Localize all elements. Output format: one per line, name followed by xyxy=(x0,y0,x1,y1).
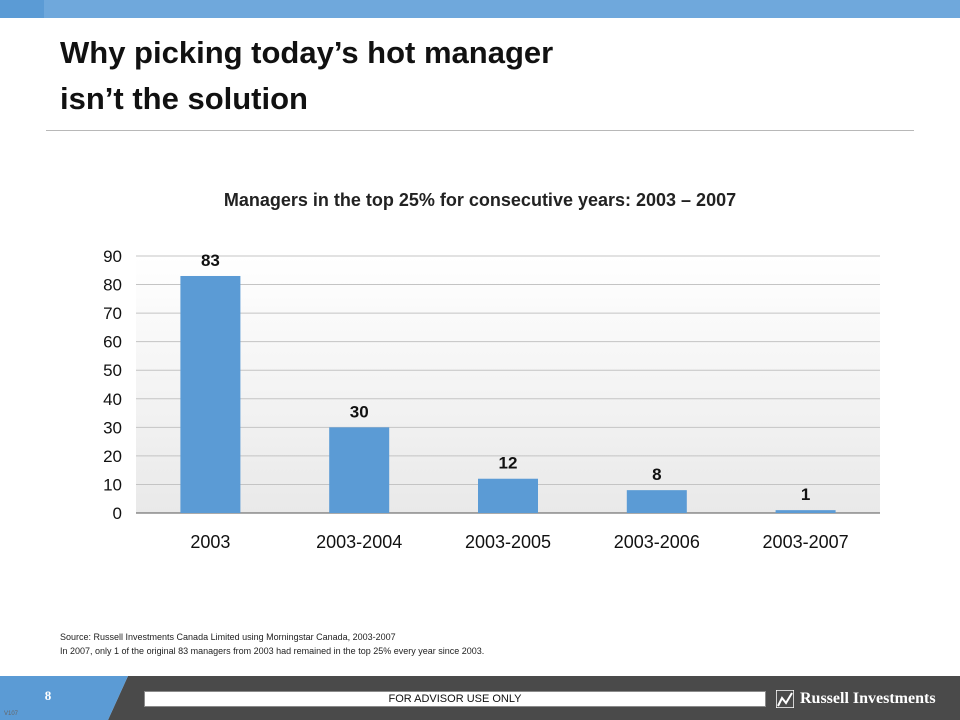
y-tick-label: 10 xyxy=(103,475,122,494)
y-tick-label: 40 xyxy=(103,390,122,409)
source-line-2: In 2007, only 1 of the original 83 manag… xyxy=(60,646,485,656)
advisor-label: FOR ADVISOR USE ONLY xyxy=(144,691,766,707)
data-label: 12 xyxy=(499,454,518,473)
x-tick-label: 2003-2004 xyxy=(316,532,402,552)
x-tick-label: 2003-2005 xyxy=(465,532,551,552)
x-tick-label: 2003-2007 xyxy=(763,532,849,552)
top-banner-accent xyxy=(0,0,44,18)
y-tick-label: 60 xyxy=(103,333,122,352)
x-tick-label: 2003 xyxy=(190,532,230,552)
slide-title-line-2: isn’t the solution xyxy=(60,81,308,116)
data-label: 1 xyxy=(801,485,810,504)
brand: Russell Investments xyxy=(776,688,936,710)
russell-logo-icon xyxy=(776,690,794,708)
plot-area xyxy=(136,256,880,513)
y-tick-label: 50 xyxy=(103,361,122,380)
top-banner xyxy=(0,0,960,18)
chart-title: Managers in the top 25% for consecutive … xyxy=(223,190,737,210)
bar xyxy=(180,275,241,513)
data-label: 83 xyxy=(201,251,220,270)
bar xyxy=(626,490,687,513)
footer-accent-tab xyxy=(0,676,128,720)
x-tick-label: 2003-2006 xyxy=(614,532,700,552)
y-tick-label: 0 xyxy=(113,504,122,523)
bar xyxy=(329,427,390,513)
data-label: 30 xyxy=(350,402,369,421)
source-line-1: Source: Russell Investments Canada Limit… xyxy=(60,632,396,642)
version-tag: V107 xyxy=(4,711,19,717)
y-tick-label: 30 xyxy=(103,418,122,437)
data-label: 8 xyxy=(652,465,661,484)
slide-title-line-1: Why picking today’s hot manager xyxy=(60,35,554,70)
y-tick-label: 80 xyxy=(103,276,122,295)
brand-name: Russell Investments xyxy=(800,690,936,707)
slide-title: Why picking today’s hot manager isn’t th… xyxy=(60,30,920,122)
title-divider xyxy=(46,130,914,131)
y-tick-label: 70 xyxy=(103,304,122,323)
y-tick-label: 90 xyxy=(103,247,122,266)
bar xyxy=(775,510,836,513)
bar xyxy=(478,478,538,513)
y-tick-label: 20 xyxy=(103,447,122,466)
source-note: Source: Russell Investments Canada Limit… xyxy=(60,630,484,658)
page-number: 8 xyxy=(44,688,52,703)
